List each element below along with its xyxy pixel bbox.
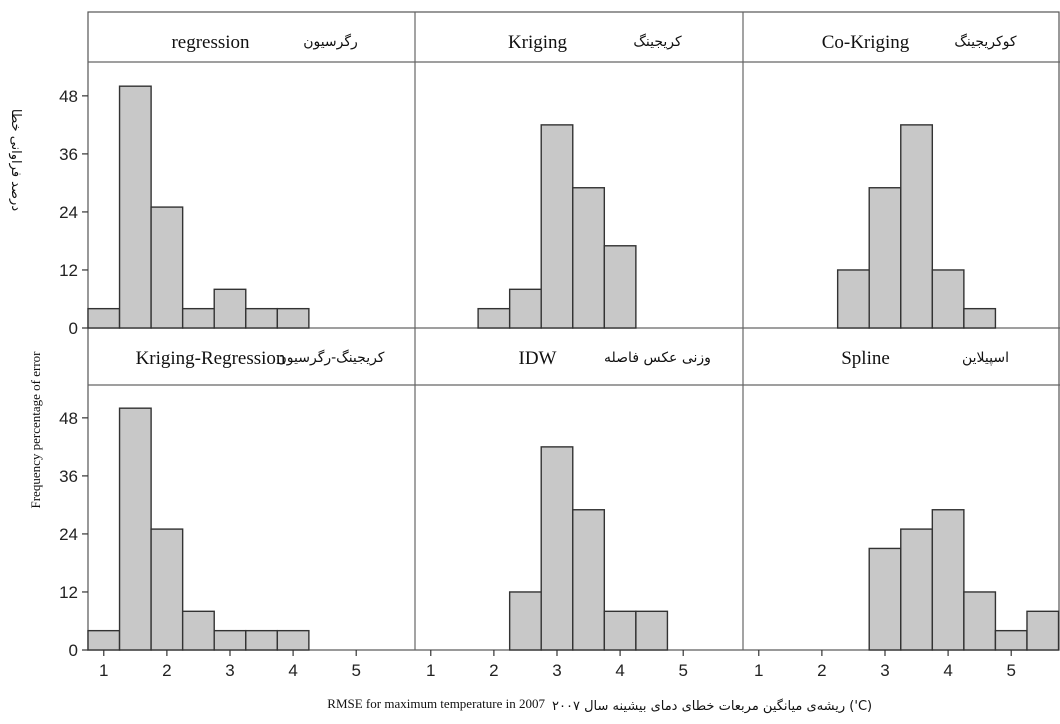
histogram-bar [181, 610, 215, 651]
histogram-bar [900, 528, 934, 651]
histogram-bar [508, 288, 542, 329]
panel-title: Co-Kriging [822, 32, 910, 53]
panel-title-fa: کوکریجینگ [954, 33, 1017, 50]
y-axis-label: Frequency percentage of error [28, 351, 43, 509]
y-tick-label: 0 [69, 319, 78, 338]
panel-title: Kriging [508, 32, 568, 53]
histogram-bar [245, 629, 279, 651]
histogram-bar [868, 547, 902, 651]
histogram-bar [213, 288, 247, 329]
histogram-bar [572, 509, 606, 651]
histogram-bar [245, 307, 279, 329]
histogram-bar [87, 307, 121, 329]
panel-titles: regression رگرسیون Kriging کریجینگ Co-Krigin… [136, 32, 1017, 369]
x-tick-label: 4 [943, 661, 952, 680]
histogram-bar [87, 629, 121, 651]
histogram-bar [603, 245, 637, 329]
histogram-bar [118, 407, 152, 651]
panel-title-fa: رگرسیون [303, 33, 358, 50]
y-tick-label: 36 [59, 145, 78, 164]
histogram-bar [540, 446, 574, 651]
histogram-bar [836, 269, 870, 329]
histogram-bar [540, 124, 574, 329]
histogram-bar [963, 307, 997, 329]
histogram-bar [181, 307, 215, 329]
panel-title: Spline [841, 348, 890, 369]
y-tick-label: 48 [59, 409, 78, 428]
y-tick-label: 36 [59, 467, 78, 486]
panel-title-fa: کریجینگ-رگرسیون [277, 349, 385, 366]
x-axis: 1 2 3 4 5 1 2 3 4 5 1 2 3 4 5 [99, 650, 1016, 680]
histogram-bar [603, 610, 637, 651]
x-tick-label: 4 [615, 661, 624, 680]
histogram-bar [900, 124, 934, 329]
y-tick-label: 12 [59, 583, 78, 602]
histogram-bar [572, 187, 606, 329]
panel-title-fa: وزنی عکس فاصله [604, 350, 711, 366]
y-axis-label-fa: درصد فراوانی خطا [8, 109, 23, 211]
x-tick-label: 2 [162, 661, 171, 680]
histogram-bar [963, 591, 997, 651]
x-tick-label: 1 [99, 661, 108, 680]
x-tick-label: 3 [880, 661, 889, 680]
panel-title-fa: کریجینگ [633, 33, 682, 50]
x-axis-label: RMSE for maximum temperature in 2007 [327, 696, 545, 711]
histogram-bar [150, 206, 184, 329]
histogram-bar [118, 85, 152, 329]
histogram-bars [87, 85, 1060, 651]
histogram-bar [150, 528, 184, 651]
panel-title-fa: اسپیلاین [962, 350, 1009, 366]
y-tick-label: 0 [69, 641, 78, 660]
y-tick-label: 24 [59, 203, 78, 222]
y-tick-label: 24 [59, 525, 78, 544]
y-axes: 0 12 24 36 48 0 12 24 36 48 [59, 87, 88, 660]
histogram-bar [931, 509, 965, 651]
histogram-bar [1026, 610, 1060, 651]
histogram-bar [276, 629, 310, 651]
panel-title: IDW [519, 348, 557, 369]
x-tick-label: 4 [288, 661, 297, 680]
histogram-bar [508, 591, 542, 651]
x-tick-label: 1 [754, 661, 763, 680]
histogram-bar [868, 187, 902, 329]
x-tick-label: 5 [351, 661, 360, 680]
y-tick-label: 48 [59, 87, 78, 106]
panel-title: Kriging-Regression [136, 348, 286, 369]
y-tick-label: 12 [59, 261, 78, 280]
x-tick-label: 5 [678, 661, 687, 680]
histogram-bar [994, 629, 1028, 651]
x-tick-label: 3 [552, 661, 561, 680]
x-tick-label: 2 [817, 661, 826, 680]
histogram-bar [477, 307, 511, 329]
x-tick-label: 3 [225, 661, 234, 680]
histogram-bar [635, 610, 669, 651]
histogram-bar [931, 269, 965, 329]
panel-title: regression [171, 32, 250, 53]
histogram-bar [213, 629, 247, 651]
x-tick-label: 2 [489, 661, 498, 680]
x-tick-label: 1 [426, 661, 435, 680]
histogram-bar [276, 307, 310, 329]
x-tick-label: 5 [1006, 661, 1015, 680]
x-axis-label-fa: ریشه‌ی میانگین مربعات خطای دمای بیشینه س… [552, 698, 872, 714]
